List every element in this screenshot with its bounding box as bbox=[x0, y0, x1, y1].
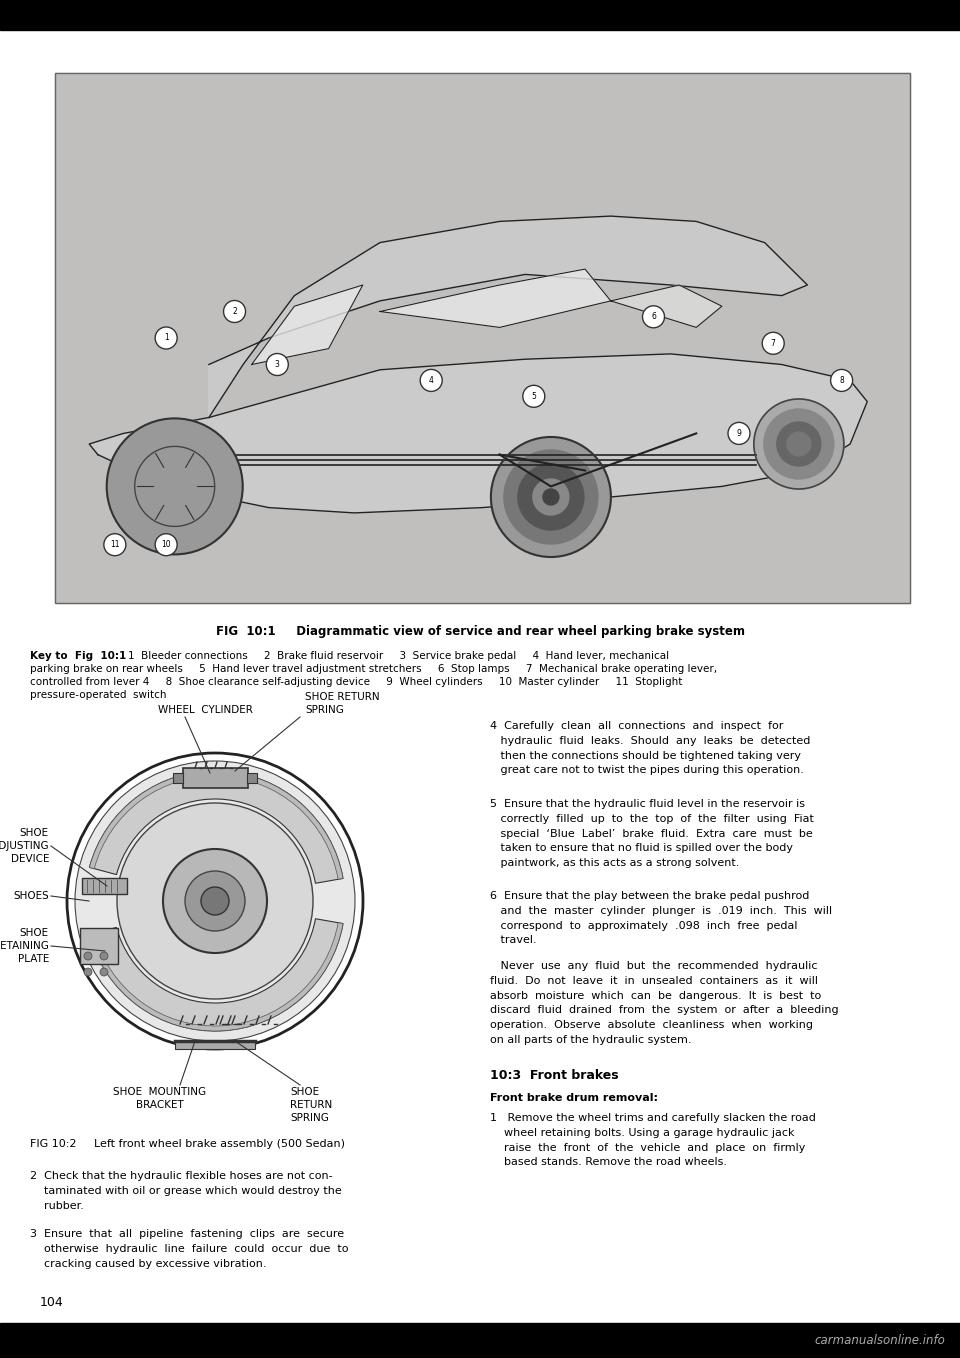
Bar bbox=[55, 73, 910, 603]
Text: pressure-operated  switch: pressure-operated switch bbox=[30, 690, 166, 699]
Text: 1   Remove the wheel trims and carefully slacken the road
    wheel retaining bo: 1 Remove the wheel trims and carefully s… bbox=[490, 1114, 816, 1168]
Circle shape bbox=[165, 477, 184, 497]
Circle shape bbox=[156, 534, 178, 555]
Text: SHOE  MOUNTING
BRACKET: SHOE MOUNTING BRACKET bbox=[113, 1086, 206, 1111]
Text: WHEEL  CYLINDER: WHEEL CYLINDER bbox=[157, 705, 252, 716]
Wedge shape bbox=[89, 771, 343, 883]
Text: 11: 11 bbox=[110, 540, 120, 549]
Bar bbox=[80, 928, 118, 964]
Circle shape bbox=[420, 369, 443, 391]
Circle shape bbox=[100, 952, 108, 960]
Text: carmanualsonline.info: carmanualsonline.info bbox=[814, 1335, 945, 1347]
Text: 9: 9 bbox=[736, 429, 741, 437]
Circle shape bbox=[104, 534, 126, 555]
Text: 2: 2 bbox=[232, 307, 237, 316]
Circle shape bbox=[491, 437, 611, 557]
Text: 5: 5 bbox=[532, 392, 537, 401]
Circle shape bbox=[533, 479, 569, 515]
Circle shape bbox=[117, 803, 313, 999]
Text: 4  Carefully  clean  all  connections  and  inspect  for
   hydraulic  fluid  le: 4 Carefully clean all connections and in… bbox=[490, 721, 810, 775]
Bar bbox=[247, 773, 257, 784]
Text: 6  Ensure that the play between the brake pedal pushrod
   and  the  master  cyl: 6 Ensure that the play between the brake… bbox=[490, 891, 832, 945]
Text: SHOE
SELF-ADJUSTING
DEVICE: SHOE SELF-ADJUSTING DEVICE bbox=[0, 828, 49, 864]
Text: 1  Bleeder connections     2  Brake fluid reservoir     3  Service brake pedal  : 1 Bleeder connections 2 Brake fluid rese… bbox=[115, 650, 669, 661]
Text: SHOE RETURN
SPRING: SHOE RETURN SPRING bbox=[305, 691, 379, 716]
Circle shape bbox=[754, 399, 844, 489]
Text: FIG 10:2     Left front wheel brake assembly (500 Sedan): FIG 10:2 Left front wheel brake assembly… bbox=[30, 1139, 345, 1149]
Text: controlled from lever 4     8  Shoe clearance self-adjusting device     9  Wheel: controlled from lever 4 8 Shoe clearance… bbox=[30, 678, 683, 687]
Text: 4: 4 bbox=[429, 376, 434, 384]
Circle shape bbox=[642, 306, 664, 327]
Text: 10:3  Front brakes: 10:3 Front brakes bbox=[490, 1069, 618, 1082]
Circle shape bbox=[266, 353, 288, 376]
Circle shape bbox=[134, 447, 215, 527]
Polygon shape bbox=[611, 285, 722, 327]
Circle shape bbox=[84, 968, 92, 976]
Bar bbox=[82, 879, 127, 894]
Text: 6: 6 bbox=[651, 312, 656, 322]
Polygon shape bbox=[380, 269, 611, 327]
Bar bbox=[173, 773, 183, 784]
Bar bbox=[175, 1042, 255, 1048]
Bar bbox=[0, 0, 960, 30]
Circle shape bbox=[830, 369, 852, 391]
Bar bbox=[183, 769, 248, 788]
Polygon shape bbox=[209, 216, 807, 417]
Text: FIG  10:1     Diagrammatic view of service and rear wheel parking brake system: FIG 10:1 Diagrammatic view of service an… bbox=[215, 625, 745, 638]
Bar bbox=[0, 1323, 960, 1358]
Text: Never  use  any  fluid  but  the  recommended  hydraulic
fluid.  Do  not  leave : Never use any fluid but the recommended … bbox=[490, 961, 839, 1046]
Circle shape bbox=[777, 422, 821, 466]
Circle shape bbox=[84, 952, 92, 960]
Text: 3: 3 bbox=[275, 360, 279, 369]
Circle shape bbox=[201, 887, 229, 915]
Text: SHOES: SHOES bbox=[13, 891, 49, 900]
Circle shape bbox=[517, 464, 584, 530]
Circle shape bbox=[107, 418, 243, 554]
Circle shape bbox=[764, 409, 834, 479]
Circle shape bbox=[543, 489, 559, 505]
Text: Front brake drum removal:: Front brake drum removal: bbox=[490, 1093, 658, 1103]
Text: 1: 1 bbox=[164, 334, 169, 342]
Circle shape bbox=[67, 752, 363, 1048]
Text: 10: 10 bbox=[161, 540, 171, 549]
Polygon shape bbox=[89, 354, 867, 513]
Circle shape bbox=[153, 464, 197, 508]
Circle shape bbox=[156, 327, 178, 349]
Circle shape bbox=[504, 449, 598, 545]
Text: 104: 104 bbox=[40, 1297, 63, 1309]
Text: parking brake on rear wheels     5  Hand lever travel adjustment stretchers     : parking brake on rear wheels 5 Hand leve… bbox=[30, 664, 717, 674]
Text: 5  Ensure that the hydraulic fluid level in the reservoir is
   correctly  fille: 5 Ensure that the hydraulic fluid level … bbox=[490, 799, 814, 868]
Text: 7: 7 bbox=[771, 338, 776, 348]
Wedge shape bbox=[89, 771, 343, 879]
Wedge shape bbox=[89, 919, 343, 1031]
Text: SHOE
RETURN
SPRING: SHOE RETURN SPRING bbox=[290, 1086, 332, 1123]
Circle shape bbox=[163, 849, 267, 953]
Circle shape bbox=[728, 422, 750, 444]
Circle shape bbox=[120, 432, 229, 542]
Circle shape bbox=[787, 432, 811, 456]
Circle shape bbox=[185, 870, 245, 932]
Text: 8: 8 bbox=[839, 376, 844, 384]
Text: 2  Check that the hydraulic flexible hoses are not con-
    taminated with oil o: 2 Check that the hydraulic flexible hose… bbox=[30, 1171, 342, 1210]
Circle shape bbox=[75, 760, 355, 1042]
Circle shape bbox=[762, 333, 784, 354]
Text: SHOE
RETAINING
PLATE: SHOE RETAINING PLATE bbox=[0, 928, 49, 964]
Text: 3  Ensure  that  all  pipeline  fastening  clips  are  secure
    otherwise  hyd: 3 Ensure that all pipeline fastening cli… bbox=[30, 1229, 348, 1268]
Bar bbox=[55, 73, 910, 603]
Circle shape bbox=[100, 968, 108, 976]
Polygon shape bbox=[252, 285, 363, 364]
Wedge shape bbox=[89, 922, 343, 1031]
Circle shape bbox=[224, 300, 246, 322]
Text: Key to  Fig  10:1: Key to Fig 10:1 bbox=[30, 650, 127, 661]
Circle shape bbox=[523, 386, 545, 407]
